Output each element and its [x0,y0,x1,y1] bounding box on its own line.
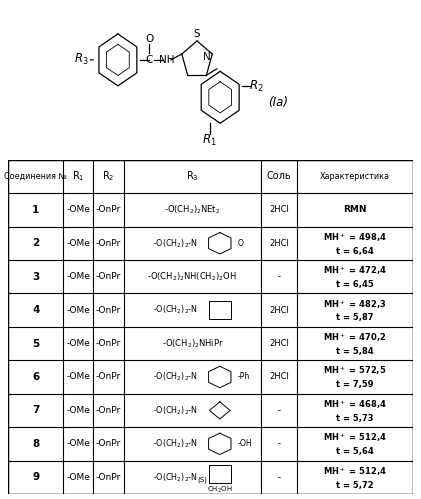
Text: -OnPr: -OnPr [96,406,121,415]
Text: MH$^+$ = 512,4
t = 5,72: MH$^+$ = 512,4 t = 5,72 [323,465,387,490]
Text: 2: 2 [32,238,39,249]
Text: O: O [237,239,243,248]
Text: 2HCl: 2HCl [269,305,289,315]
Text: -OnPr: -OnPr [96,439,121,449]
Text: 3: 3 [32,271,39,282]
Text: -O(CH$_2$)$_2$-N: -O(CH$_2$)$_2$-N [153,471,198,484]
Text: 2HCl: 2HCl [269,339,289,348]
Text: -O(CH$_2$)$_2$NHiPr: -O(CH$_2$)$_2$NHiPr [162,337,223,350]
Text: -O(CH$_2$)$_2$NEt$_2$: -O(CH$_2$)$_2$NEt$_2$ [164,204,221,216]
Text: C: C [145,55,153,65]
Text: 2HCl: 2HCl [269,239,289,248]
Text: -: - [278,272,281,281]
Text: MH$^+$ = 470,2
t = 5,84: MH$^+$ = 470,2 t = 5,84 [323,331,387,356]
Text: CH$_2$OH: CH$_2$OH [207,485,232,495]
Text: 9: 9 [32,472,39,483]
Text: N: N [203,51,211,61]
Text: Соль: Соль [267,171,291,182]
Text: -OnPr: -OnPr [96,272,121,281]
Text: -OMe: -OMe [66,473,90,482]
Text: -OnPr: -OnPr [96,372,121,382]
Text: -OMe: -OMe [66,339,90,348]
Text: -OMe: -OMe [66,272,90,281]
Text: -O(CH$_2$)$_2$-N: -O(CH$_2$)$_2$-N [153,371,198,383]
Text: -OnPr: -OnPr [96,205,121,215]
Text: -O(CH$_2$)$_2$-N: -O(CH$_2$)$_2$-N [153,404,198,417]
Text: NH: NH [159,55,174,65]
Text: (S): (S) [197,476,207,483]
Text: MH$^+$ = 482,3
t = 5,87: MH$^+$ = 482,3 t = 5,87 [323,298,387,322]
Text: O: O [145,34,153,44]
Text: Характеристика: Характеристика [320,172,390,181]
Text: 7: 7 [32,405,40,416]
Text: 4: 4 [32,305,40,315]
Text: -OMe: -OMe [66,239,90,248]
Text: -: - [278,439,281,449]
Text: R$_1$: R$_1$ [202,133,217,148]
Text: MH$^+$ = 512,4
t = 5,64: MH$^+$ = 512,4 t = 5,64 [323,432,387,456]
Text: -OnPr: -OnPr [96,339,121,348]
Text: -: - [278,406,281,415]
Text: -OnPr: -OnPr [96,305,121,315]
Text: -O(CH$_2$)$_2$-N: -O(CH$_2$)$_2$-N [153,304,198,316]
Text: -Ph: -Ph [237,372,250,382]
Text: 2HCl: 2HCl [269,372,289,382]
Text: -OMe: -OMe [66,439,90,449]
Text: R$_3$: R$_3$ [186,170,199,183]
Text: MH$^+$ = 498,4
t = 6,64: MH$^+$ = 498,4 t = 6,64 [323,231,387,255]
Text: -OMe: -OMe [66,372,90,382]
Text: Соединения №: Соединения № [4,172,67,181]
Text: -O(CH$_2$)$_2$-N: -O(CH$_2$)$_2$-N [153,438,198,450]
Text: -OH: -OH [237,439,252,449]
Text: MH$^+$ = 472,4
t = 6,45: MH$^+$ = 472,4 t = 6,45 [323,264,387,289]
Text: S: S [194,29,200,39]
Text: -OMe: -OMe [66,305,90,315]
Text: MH$^+$ = 468,4
t = 5,73: MH$^+$ = 468,4 t = 5,73 [323,398,387,423]
Text: MH$^+$ = 572,5
t = 7,59: MH$^+$ = 572,5 t = 7,59 [323,365,386,389]
Text: -O(CH$_2$)$_2$NH(CH$_2$)$_2$OH: -O(CH$_2$)$_2$NH(CH$_2$)$_2$OH [147,270,237,283]
Text: -OnPr: -OnPr [96,239,121,248]
Text: R$_3$: R$_3$ [74,52,89,67]
Text: R$_2$: R$_2$ [250,79,264,94]
Text: -: - [278,473,281,482]
Text: -O(CH$_2$)$_2$-N: -O(CH$_2$)$_2$-N [153,237,198,250]
Text: 2HCl: 2HCl [269,205,289,215]
Text: 1: 1 [32,205,39,215]
Text: -OnPr: -OnPr [96,473,121,482]
Text: -OMe: -OMe [66,205,90,215]
Text: 5: 5 [32,338,39,349]
Text: (Ia): (Ia) [268,96,288,109]
Text: -OMe: -OMe [66,406,90,415]
Text: 6: 6 [32,372,39,382]
Text: RMN: RMN [343,205,367,215]
Text: R$_2$: R$_2$ [102,170,115,183]
Text: 8: 8 [32,439,39,449]
Text: R$_1$: R$_1$ [72,170,84,183]
